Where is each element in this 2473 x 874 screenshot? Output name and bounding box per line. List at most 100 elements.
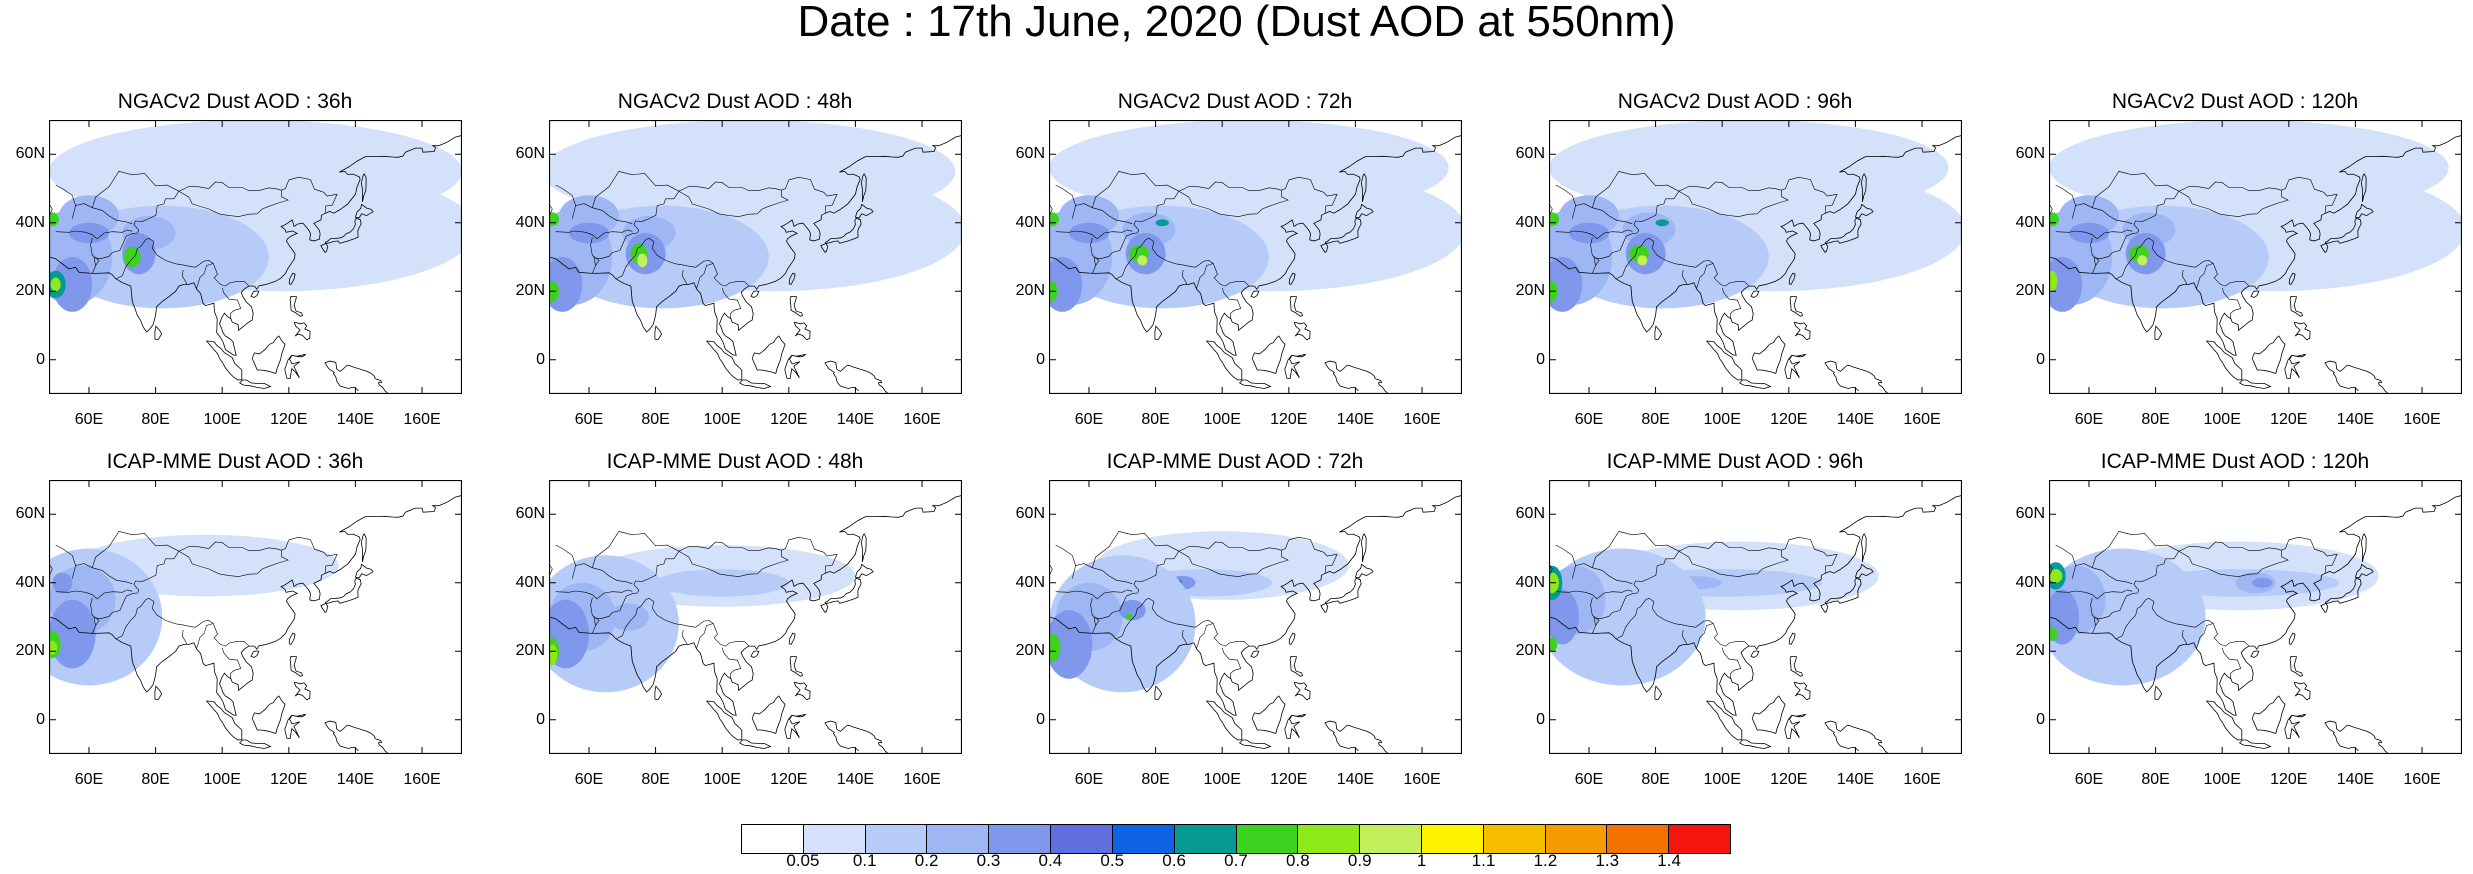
aod-region [1549, 637, 1558, 652]
coastline [1250, 650, 1260, 658]
country-border [2178, 550, 2289, 577]
coastline [1154, 325, 1163, 340]
country-border [572, 203, 633, 225]
coastline [1239, 379, 1272, 389]
map-frame [2049, 120, 2462, 394]
country-border [2116, 237, 2250, 287]
x-tick-label: 80E [1641, 771, 1670, 788]
x-tick-label: 100E [203, 771, 241, 788]
coastline [1288, 272, 1296, 285]
coastline [289, 296, 304, 317]
country-border [1133, 176, 1338, 231]
country-border [178, 550, 289, 577]
coastline [250, 290, 260, 298]
y-tick-label: 60N [2015, 505, 2045, 523]
country-border [1555, 184, 1576, 206]
x-tick-label: 60E [1074, 771, 1104, 788]
coastline [2049, 135, 2462, 356]
country-border [1555, 589, 1633, 600]
coastline [1324, 720, 1389, 754]
coastline [824, 722, 859, 752]
aod-region [1069, 222, 1109, 244]
aod-region [549, 644, 558, 665]
coastline [1788, 632, 1796, 645]
coastline [2250, 650, 2260, 658]
panel-title: NGACv2 Dust AOD : 120h [2111, 90, 2359, 113]
coastline [2324, 360, 2389, 394]
aod-map [1549, 120, 1962, 394]
country-border [55, 184, 76, 206]
coastline [789, 296, 804, 317]
country-border [1678, 190, 1789, 217]
coastline [49, 135, 462, 356]
coastline [1284, 713, 1307, 740]
x-tick-label: 60E [574, 411, 604, 428]
coastline [2284, 713, 2307, 740]
coastline [1784, 713, 1807, 740]
x-tick-label: 100E [2203, 411, 2241, 428]
x-tick-label: 160E [2403, 771, 2441, 788]
coastline [1360, 172, 1367, 202]
aod-map [49, 120, 462, 394]
country-border [72, 203, 133, 225]
x-tick-label: 160E [1903, 411, 1941, 428]
coastline [1750, 650, 1760, 658]
coastline [2250, 290, 2260, 298]
x-tick-label: 140E [336, 771, 375, 788]
aod-region [2069, 222, 2109, 244]
aod-region [1549, 257, 1583, 312]
x-tick-label: 100E [1203, 411, 1241, 428]
coastline [2251, 695, 2286, 735]
colorbar-swatch [989, 825, 1052, 853]
coastline [1706, 340, 1743, 381]
country-border [549, 203, 553, 217]
country-border [116, 597, 250, 647]
map-frame [1049, 120, 1462, 394]
y-tick-label: 0 [2036, 350, 2045, 368]
colorbar-label: 0.05 [786, 851, 820, 870]
country-border [2049, 203, 2053, 217]
colorbar-label: 1 [1416, 851, 1427, 870]
x-tick-label: 120E [770, 411, 808, 428]
coastline [1654, 685, 1663, 700]
x-tick-label: 100E [1703, 771, 1741, 788]
coastline [784, 713, 807, 740]
coastline [49, 495, 462, 716]
coastline [2293, 321, 2311, 341]
aod-region [1895, 202, 1949, 244]
coastline [1549, 135, 1962, 356]
country-border [1695, 623, 1714, 650]
coastline [320, 577, 362, 613]
coastline [549, 135, 962, 356]
country-border [92, 531, 180, 568]
coastline [2355, 203, 2374, 219]
x-tick-label: 80E [141, 771, 170, 788]
country-border [721, 647, 742, 679]
x-tick-label: 120E [270, 771, 308, 788]
y-tick-label: 60N [15, 145, 45, 163]
colorbar-swatch [742, 825, 804, 853]
colorbar-boxes [741, 824, 1731, 854]
aod-region [395, 202, 449, 244]
country-border [221, 287, 242, 319]
country-border [178, 190, 289, 217]
country-border [1055, 229, 1133, 240]
country-border [2195, 263, 2214, 290]
country-border [221, 647, 242, 679]
x-tick-label: 120E [1770, 771, 1808, 788]
colorbar-label: 0.8 [1286, 851, 1310, 870]
x-tick-label: 160E [1403, 771, 1441, 788]
coastline [654, 685, 663, 700]
coastline [788, 632, 796, 645]
aod-map [549, 120, 962, 394]
y-tick-label: 60N [1515, 505, 1545, 523]
country-border [1221, 647, 1242, 679]
aod-map-svg [2049, 480, 2462, 754]
coastline [1154, 685, 1163, 700]
coastline [355, 203, 374, 219]
country-border [1049, 203, 1053, 217]
coastline [1251, 695, 1286, 735]
map-panel: ICAP-MME Dust AOD : 36h 60N 40N 20N 0 60E 80E 1… [0, 450, 470, 800]
y-tick-label: 60N [15, 505, 45, 523]
coastline [860, 532, 867, 562]
